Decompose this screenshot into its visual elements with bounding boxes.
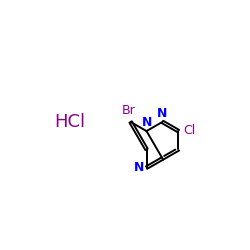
- Text: N: N: [157, 106, 168, 120]
- Text: HCl: HCl: [54, 114, 86, 132]
- Text: Br: Br: [122, 104, 136, 117]
- Text: Cl: Cl: [183, 124, 196, 136]
- Text: N: N: [142, 116, 153, 129]
- Text: N: N: [134, 161, 144, 174]
